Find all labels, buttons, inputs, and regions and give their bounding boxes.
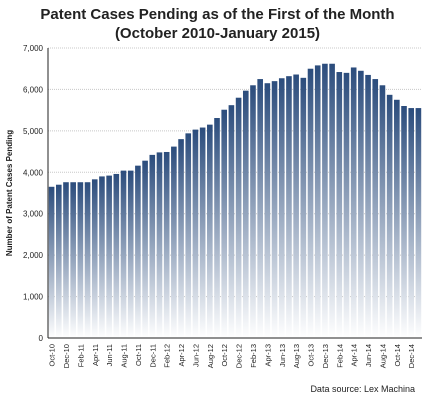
bar [250,85,256,339]
bar [257,79,263,339]
chart-subtitle: (October 2010-January 2015) [114,25,321,42]
bar [142,160,148,338]
bar [199,127,206,339]
data-source-note: Data source: Lex Machina [310,384,415,394]
bar [149,154,156,338]
x-tick-label: Feb-12 [163,344,172,368]
bar [264,83,271,338]
bar [120,170,127,338]
bar [228,105,235,339]
x-tick-label: Dec-11 [148,344,157,368]
x-tick-label: Jun-11 [105,344,114,366]
bar [127,170,134,338]
bar [55,184,62,338]
bar [163,151,170,338]
x-tick-label: Oct-10 [48,344,57,367]
bar [314,65,321,339]
x-tick-label: Jun-12 [191,344,200,367]
y-tick-label: 2,000 [23,251,44,260]
x-tick-label: Feb-11 [76,344,85,367]
bar [286,76,292,339]
bar [379,85,386,339]
x-tick-label: Aug-13 [292,344,301,368]
bar [214,118,220,338]
x-tick-label: Oct-11 [134,344,143,366]
x-tick-label: Dec-13 [321,344,330,368]
bar [99,176,105,338]
bar [343,72,350,338]
bar [293,74,299,338]
x-tick-label: Oct-14 [393,344,402,367]
x-tick-label: Oct-13 [307,344,316,367]
bar [77,182,84,338]
x-tick-label: Jun-13 [278,344,287,367]
bar [401,106,407,338]
bar [394,99,400,339]
bar [185,133,192,338]
x-tick-label: Dec-12 [235,344,244,368]
y-tick-label: 6,000 [23,85,44,94]
x-tick-label: Aug-11 [120,344,129,368]
y-axis-label: Number of Patent Cases Pending [5,130,14,256]
x-tick-label: Aug-12 [206,344,215,368]
bar [365,74,371,338]
bar [48,186,55,338]
bar [221,109,228,338]
x-tick-label: Apr-11 [91,344,100,366]
bar [235,97,242,338]
bar [192,129,199,338]
bar [372,79,379,339]
bar [408,108,415,338]
bar [156,152,163,338]
x-tick-label: Jun-14 [364,344,373,367]
bar [135,165,141,338]
y-tick-label: 5,000 [23,127,44,136]
bar [242,90,249,339]
x-tick-label: Apr-12 [177,344,186,367]
x-tick-label: Feb-13 [249,344,258,368]
bar [329,63,335,338]
bar [307,68,314,338]
y-tick-label: 3,000 [23,210,44,219]
bar [171,146,177,338]
bar [386,94,393,338]
bar [278,78,285,338]
bar [271,81,278,339]
x-tick-label: Apr-13 [263,344,272,367]
bar [84,182,91,338]
bar [336,72,343,339]
y-tick-label: 0 [39,334,44,343]
bar [300,77,307,338]
y-tick-label: 4,000 [23,168,44,177]
bar [207,124,213,339]
x-tick-label: Feb-14 [335,344,344,368]
chart-title: Patent Cases Pending as of the First of … [40,6,395,23]
bar [91,179,98,338]
y-tick-label: 7,000 [23,44,44,53]
x-tick-label: Dec-14 [407,344,416,368]
bar [350,67,357,338]
bar [322,63,328,338]
x-tick-label: Apr-14 [350,344,359,367]
x-tick-label: Aug-14 [378,344,387,368]
bar [106,175,112,338]
x-tick-label: Oct-12 [220,344,229,367]
bar [415,108,422,338]
bar [63,182,69,338]
bar [70,182,76,338]
bar [113,173,120,338]
x-tick-label: Dec-10 [62,344,71,368]
y-tick-label: 1,000 [23,293,44,302]
bar [358,70,364,339]
bar [178,139,184,338]
